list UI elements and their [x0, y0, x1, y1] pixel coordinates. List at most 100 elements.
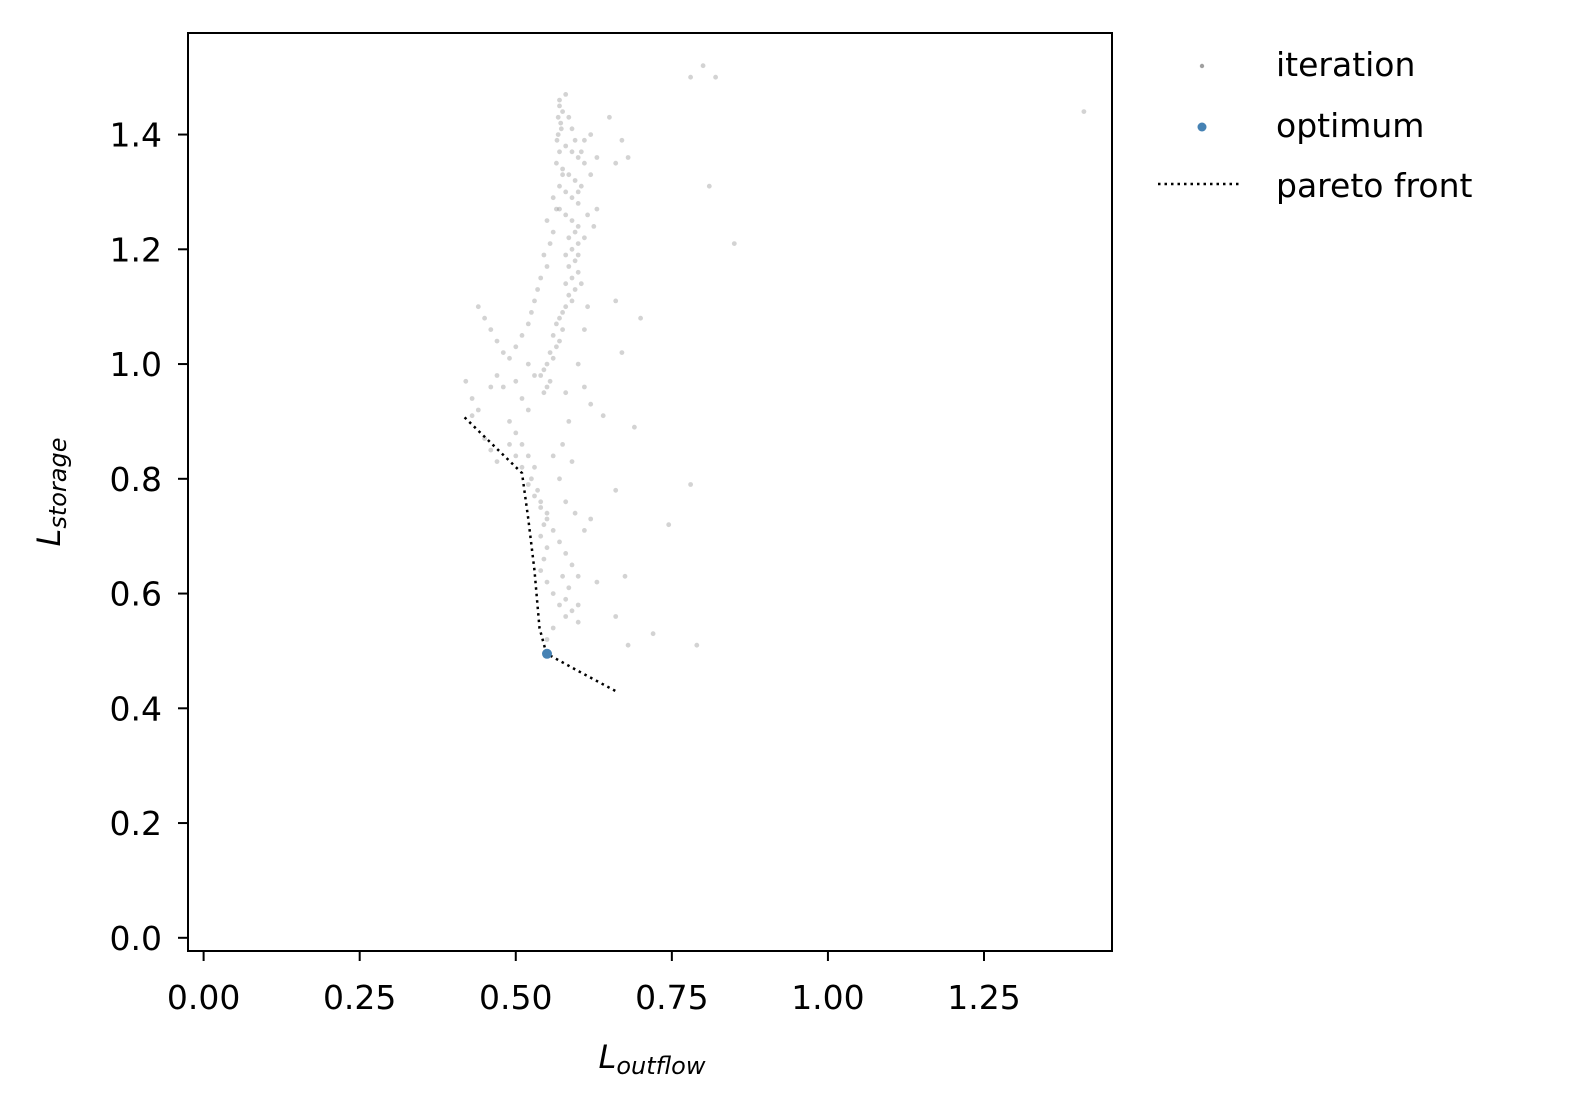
iteration-point: [554, 206, 559, 212]
y-tick-label: 0.0: [110, 919, 162, 958]
iteration-point: [554, 160, 559, 166]
iteration-point: [588, 172, 594, 178]
iteration-point: [575, 189, 581, 195]
iteration-point: [632, 424, 637, 430]
iteration-point: [544, 264, 550, 269]
iteration-point: [706, 183, 712, 189]
iteration-point: [541, 390, 547, 396]
iteration-point: [569, 126, 575, 132]
iteration-point: [550, 591, 556, 596]
iteration-point: [591, 224, 597, 229]
iteration-point: [650, 631, 656, 637]
iteration-point: [519, 396, 525, 401]
iteration-point: [560, 573, 565, 579]
iteration-point: [525, 361, 531, 367]
iteration-point: [713, 74, 718, 80]
iteration-point: [557, 315, 562, 321]
iteration-point: [557, 206, 562, 212]
iteration-point: [566, 292, 572, 298]
iteration-point: [572, 287, 578, 292]
iteration-point: [469, 413, 475, 419]
iteration-point: [544, 510, 550, 516]
iteration-point: [488, 447, 494, 453]
iteration-point: [572, 137, 578, 143]
iteration-point: [563, 189, 569, 195]
iteration-point: [569, 459, 575, 464]
iteration-point: [541, 367, 547, 373]
iteration-point: [569, 149, 575, 155]
iteration-point: [563, 143, 569, 149]
iteration-point: [582, 528, 587, 533]
iteration-point: [575, 224, 581, 229]
iteration-point: [529, 476, 534, 482]
iteration-point: [607, 114, 612, 120]
iteration-point: [541, 556, 547, 562]
iteration-point: [544, 637, 550, 642]
iteration-point: [513, 344, 519, 350]
iteration-point: [519, 333, 525, 338]
iteration-point: [538, 568, 544, 573]
iteration-point: [557, 476, 562, 482]
iteration-point: [550, 195, 556, 201]
legend: iteration optimum pareto front: [1158, 45, 1472, 205]
iteration-point: [572, 258, 578, 264]
iteration-point: [513, 453, 519, 459]
iteration-point: [569, 246, 575, 252]
iteration-point: [557, 338, 562, 344]
iteration-point: [535, 287, 540, 292]
iteration-point: [575, 361, 581, 367]
x-axis-ticks: 0.00 0.25 0.50 0.75 1.00 1.25: [167, 951, 1021, 1017]
x-tick-label: 0.00: [167, 978, 240, 1017]
iteration-point: [566, 264, 572, 269]
iteration-point: [563, 614, 569, 619]
iteration-point: [544, 516, 550, 522]
iteration-point: [613, 160, 619, 166]
iteration-point: [544, 218, 550, 224]
iteration-point: [538, 275, 544, 281]
iteration-point: [613, 487, 619, 493]
legend-optimum-marker: [1197, 122, 1207, 132]
iteration-point: [560, 109, 565, 114]
x-tick-label: 0.50: [479, 978, 552, 1017]
iteration-point: [613, 298, 619, 304]
y-tick-label: 0.6: [110, 575, 162, 614]
iteration-point: [582, 137, 587, 143]
iteration-point: [594, 579, 600, 585]
iteration-point: [563, 92, 569, 97]
iteration-point: [500, 384, 506, 390]
iteration-point: [560, 172, 565, 178]
iteration-point: [566, 172, 572, 178]
iteration-point: [550, 453, 556, 459]
iteration-point: [532, 464, 537, 470]
iteration-point: [544, 545, 550, 551]
y-axis-ticks: 0.0 0.2 0.4 0.6 0.8 1.0 1.2 1.4: [110, 116, 188, 958]
iteration-point: [463, 378, 469, 384]
iteration-point: [555, 114, 561, 120]
iteration-point: [566, 235, 572, 241]
iteration-point: [557, 97, 562, 103]
legend-optimum-label: optimum: [1276, 106, 1424, 145]
iteration-point: [572, 229, 578, 235]
legend-iteration-marker: [1199, 63, 1205, 69]
iteration-point: [529, 310, 534, 315]
y-tick-label: 1.0: [110, 345, 162, 384]
iteration-point: [563, 596, 569, 602]
iteration-point: [1081, 109, 1087, 114]
iteration-point: [554, 344, 559, 350]
iteration-point: [500, 350, 506, 355]
y-tick-label: 1.2: [110, 230, 162, 269]
iteration-point: [488, 327, 494, 332]
iteration-point: [619, 350, 625, 355]
iteration-point: [560, 327, 565, 332]
y-axis-label-main: L: [30, 529, 68, 547]
iteration-point: [569, 298, 575, 304]
pareto-front-line: [463, 416, 617, 693]
iteration-point: [569, 275, 575, 281]
iteration-point: [569, 218, 575, 224]
iteration-point: [541, 522, 547, 528]
legend-iteration-label: iteration: [1276, 45, 1415, 84]
iteration-point: [582, 327, 587, 332]
iteration-point: [578, 281, 584, 287]
iteration-point: [538, 505, 544, 510]
